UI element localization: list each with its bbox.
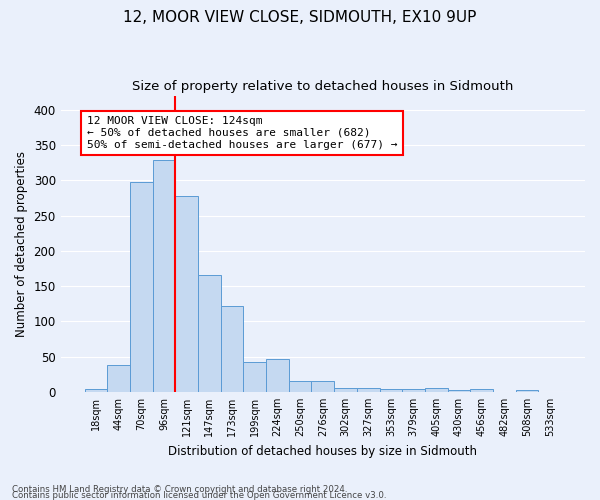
- Bar: [221, 306, 244, 392]
- Bar: [402, 389, 425, 392]
- Bar: [266, 360, 289, 392]
- Bar: [289, 382, 311, 392]
- Y-axis label: Number of detached properties: Number of detached properties: [15, 150, 28, 336]
- Bar: [516, 390, 538, 392]
- Bar: [175, 196, 198, 392]
- Bar: [244, 362, 266, 392]
- Bar: [357, 388, 380, 392]
- Bar: [425, 388, 448, 392]
- Bar: [107, 365, 130, 392]
- Text: Contains HM Land Registry data © Crown copyright and database right 2024.: Contains HM Land Registry data © Crown c…: [12, 484, 347, 494]
- Title: Size of property relative to detached houses in Sidmouth: Size of property relative to detached ho…: [132, 80, 514, 93]
- X-axis label: Distribution of detached houses by size in Sidmouth: Distribution of detached houses by size …: [169, 444, 478, 458]
- Bar: [198, 275, 221, 392]
- Text: 12 MOOR VIEW CLOSE: 124sqm
← 50% of detached houses are smaller (682)
50% of sem: 12 MOOR VIEW CLOSE: 124sqm ← 50% of deta…: [87, 116, 397, 150]
- Bar: [380, 389, 402, 392]
- Bar: [448, 390, 470, 392]
- Text: Contains public sector information licensed under the Open Government Licence v3: Contains public sector information licen…: [12, 490, 386, 500]
- Bar: [334, 388, 357, 392]
- Bar: [85, 389, 107, 392]
- Bar: [130, 182, 152, 392]
- Bar: [311, 380, 334, 392]
- Bar: [470, 389, 493, 392]
- Text: 12, MOOR VIEW CLOSE, SIDMOUTH, EX10 9UP: 12, MOOR VIEW CLOSE, SIDMOUTH, EX10 9UP: [124, 10, 476, 25]
- Bar: [152, 160, 175, 392]
